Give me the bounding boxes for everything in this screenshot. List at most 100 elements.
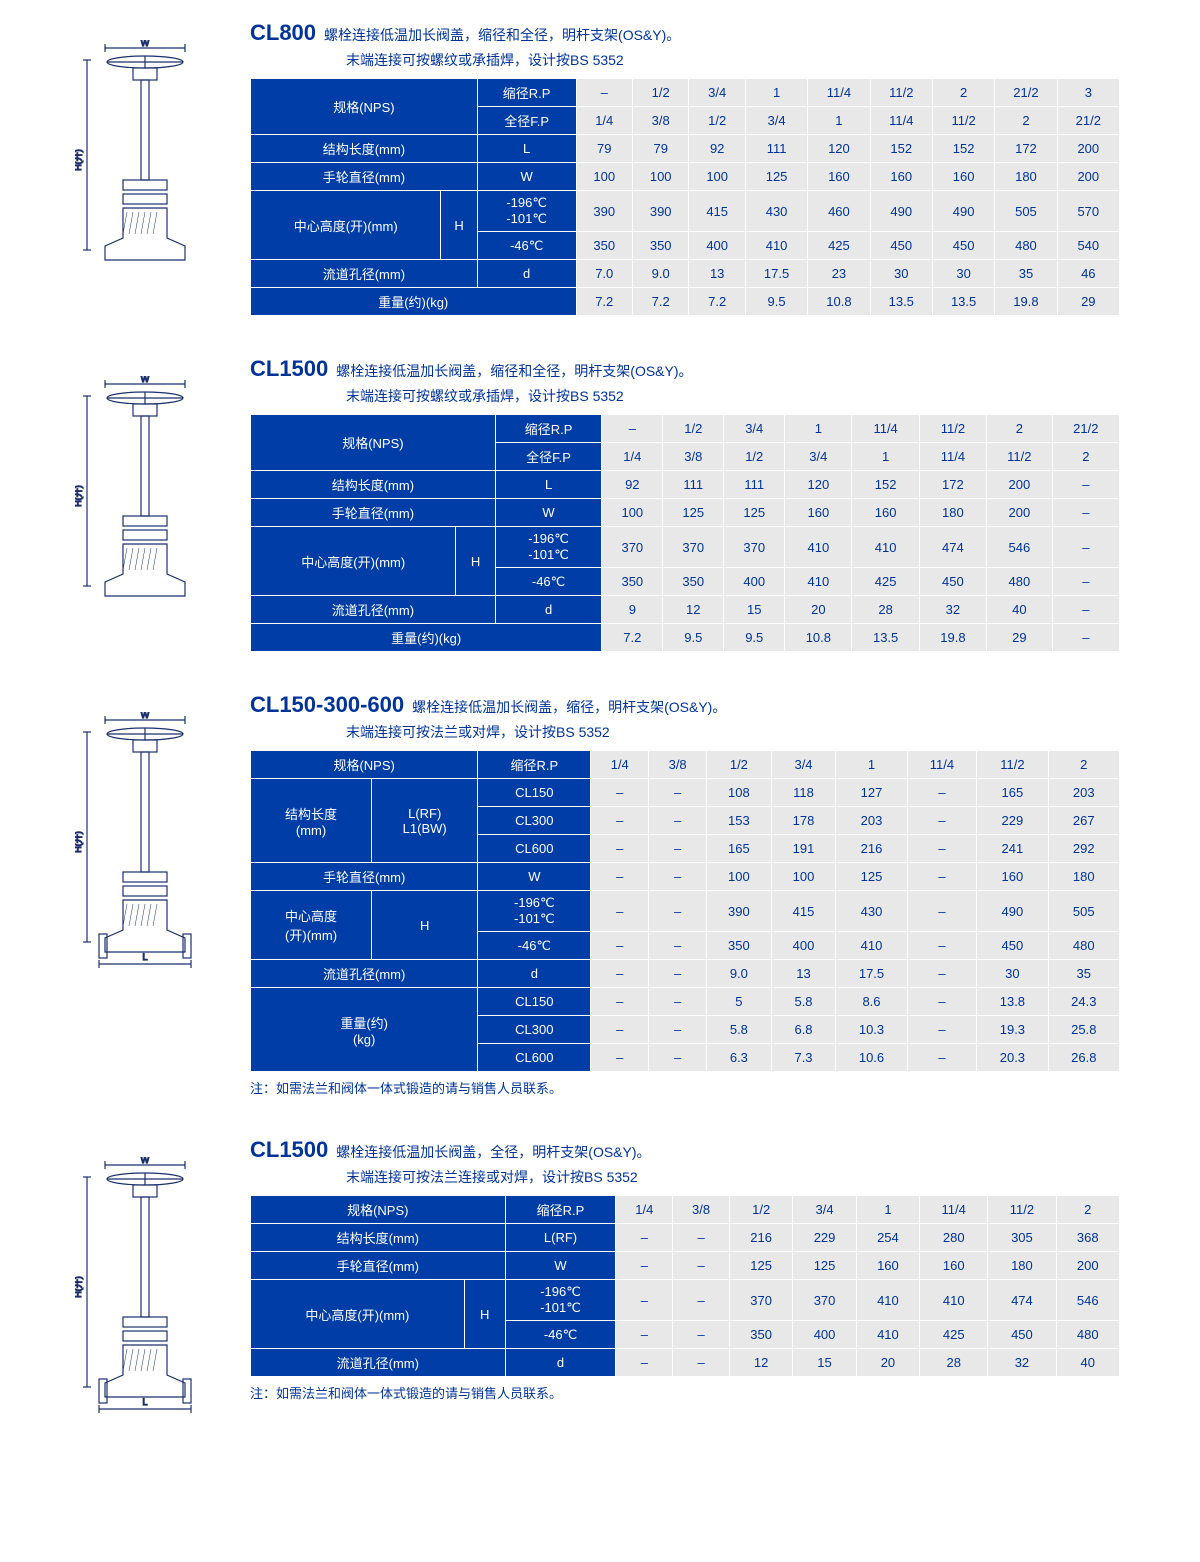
header-cell: H bbox=[464, 1280, 505, 1349]
data-cell: 35 bbox=[995, 260, 1057, 288]
data-cell: 480 bbox=[1056, 1321, 1119, 1349]
data-cell: 40 bbox=[1056, 1349, 1119, 1377]
data-cell: 1 bbox=[745, 79, 807, 107]
data-cell: 1/2 bbox=[689, 107, 745, 135]
title-desc2: 末端连接可按螺纹或承插焊，设计按BS 5352 bbox=[346, 386, 1120, 406]
data-cell: 3/4 bbox=[793, 1196, 856, 1224]
header-cell: CL600 bbox=[478, 835, 591, 863]
data-cell: 350 bbox=[632, 232, 688, 260]
data-cell: 2 bbox=[1052, 443, 1119, 471]
data-cell: 229 bbox=[977, 807, 1048, 835]
data-cell: 11/2 bbox=[977, 751, 1048, 779]
data-cell: 1/4 bbox=[602, 443, 663, 471]
header-cell: d bbox=[505, 1349, 616, 1377]
data-cell: 20.3 bbox=[977, 1044, 1048, 1072]
header-cell: -196℃-101℃ bbox=[477, 191, 576, 232]
data-cell: 368 bbox=[1056, 1224, 1119, 1252]
data-cell: 165 bbox=[977, 779, 1048, 807]
data-cell: 229 bbox=[793, 1224, 856, 1252]
data-cell: – bbox=[616, 1224, 673, 1252]
data-cell: 10.3 bbox=[836, 1016, 907, 1044]
data-cell: 390 bbox=[707, 891, 772, 932]
data-cell: 160 bbox=[785, 499, 852, 527]
data-cell: – bbox=[649, 988, 707, 1016]
diagram-col: WH(开) bbox=[20, 356, 250, 616]
data-cell: 92 bbox=[689, 135, 745, 163]
data-cell: 1/2 bbox=[724, 443, 785, 471]
section-3: WH(开)LCL1500螺栓连接低温加长阀盖，全径，明杆支架(OS&Y)。末端连… bbox=[20, 1137, 1180, 1417]
header-cell: 中心高度(开)(mm) bbox=[251, 527, 456, 596]
data-cell: 1/2 bbox=[707, 751, 772, 779]
spec-table-3: 规格(NPS)缩径R.P1/43/81/23/4111/411/22结构长度(m… bbox=[250, 1195, 1120, 1377]
data-cell: 92 bbox=[602, 471, 663, 499]
data-cell: 490 bbox=[932, 191, 994, 232]
valve-diagram-svg: WH(开) bbox=[75, 376, 215, 616]
table-note: 注：如需法兰和阀体一体式锻造的请与销售人员联系。 bbox=[250, 1383, 1120, 1402]
header-cell: 缩径R.P bbox=[477, 79, 576, 107]
data-cell: 160 bbox=[870, 163, 932, 191]
data-cell: 21/2 bbox=[995, 79, 1057, 107]
data-cell: 160 bbox=[856, 1252, 919, 1280]
data-cell: 118 bbox=[771, 779, 836, 807]
data-cell: 180 bbox=[995, 163, 1057, 191]
data-cell: – bbox=[907, 863, 977, 891]
data-cell: 127 bbox=[836, 779, 907, 807]
header-cell: CL150 bbox=[478, 779, 591, 807]
header-cell: 结构长度(mm) bbox=[251, 135, 478, 163]
valve-diagram-svg: WH(开) bbox=[75, 40, 215, 280]
data-cell: 540 bbox=[1057, 232, 1119, 260]
data-cell: – bbox=[591, 1016, 649, 1044]
data-cell: 9.0 bbox=[632, 260, 688, 288]
table-note: 注：如需法兰和阀体一体式锻造的请与销售人员联系。 bbox=[250, 1078, 1120, 1097]
data-cell: 267 bbox=[1048, 807, 1119, 835]
data-cell: 100 bbox=[771, 863, 836, 891]
data-cell: – bbox=[576, 79, 632, 107]
data-cell: 160 bbox=[977, 863, 1048, 891]
data-cell: 480 bbox=[987, 568, 1053, 596]
data-cell: – bbox=[673, 1224, 730, 1252]
data-cell: 370 bbox=[793, 1280, 856, 1321]
data-cell: – bbox=[591, 807, 649, 835]
data-cell: 13.5 bbox=[852, 624, 919, 652]
data-cell: 9.5 bbox=[745, 288, 807, 316]
data-cell: 1/4 bbox=[576, 107, 632, 135]
data-cell: 3/4 bbox=[689, 79, 745, 107]
data-cell: 410 bbox=[785, 568, 852, 596]
data-cell: 505 bbox=[1048, 891, 1119, 932]
data-cell: 160 bbox=[852, 499, 919, 527]
header-cell: -196℃-101℃ bbox=[505, 1280, 616, 1321]
header-cell: 结构长度(mm) bbox=[251, 779, 372, 863]
table-row: 中心高度(开)(mm)H-196℃-101℃––3703704104104745… bbox=[251, 1280, 1120, 1321]
data-cell: 450 bbox=[870, 232, 932, 260]
data-cell: – bbox=[616, 1280, 673, 1321]
data-cell: 3 bbox=[1057, 79, 1119, 107]
data-cell: 1 bbox=[785, 415, 852, 443]
data-cell: 3/8 bbox=[632, 107, 688, 135]
data-cell: 3/8 bbox=[673, 1196, 730, 1224]
content-col: CL1500螺栓连接低温加长阀盖，缩径和全径，明杆支架(OS&Y)。末端连接可按… bbox=[250, 356, 1180, 652]
data-cell: 480 bbox=[995, 232, 1057, 260]
data-cell: 13 bbox=[689, 260, 745, 288]
data-cell: 410 bbox=[920, 1280, 988, 1321]
data-cell: – bbox=[1052, 499, 1119, 527]
table-row: 重量(约)(kg)7.29.59.510.813.519.829– bbox=[251, 624, 1120, 652]
data-cell: – bbox=[616, 1321, 673, 1349]
data-cell: 32 bbox=[919, 596, 986, 624]
data-cell: 29 bbox=[987, 624, 1053, 652]
data-cell: – bbox=[591, 1044, 649, 1072]
data-cell: 100 bbox=[576, 163, 632, 191]
data-cell: – bbox=[616, 1349, 673, 1377]
data-cell: 410 bbox=[856, 1321, 919, 1349]
data-cell: 292 bbox=[1048, 835, 1119, 863]
data-cell: 3/4 bbox=[785, 443, 852, 471]
data-cell: 30 bbox=[932, 260, 994, 288]
table-row: 规格(NPS)缩径R.P1/43/81/23/4111/411/22 bbox=[251, 1196, 1120, 1224]
header-cell: -46℃ bbox=[477, 232, 576, 260]
data-cell: 10.8 bbox=[808, 288, 870, 316]
header-cell: L(RF) bbox=[505, 1224, 616, 1252]
diagram-col: WH(开)L bbox=[20, 1137, 250, 1417]
data-cell: – bbox=[907, 1016, 977, 1044]
data-cell: 125 bbox=[724, 499, 785, 527]
data-cell: 180 bbox=[1048, 863, 1119, 891]
svg-text:W: W bbox=[141, 376, 150, 384]
